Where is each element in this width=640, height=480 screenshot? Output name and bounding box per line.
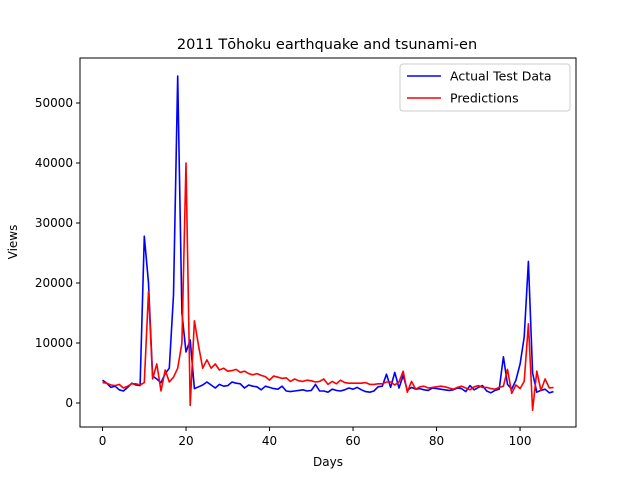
- y-axis: 0 10000 20000 30000 40000 50000: [35, 96, 80, 410]
- x-tick-label: 20: [178, 434, 193, 448]
- legend: Actual Test Data Predictions: [399, 63, 571, 112]
- x-tick-label: 60: [345, 434, 360, 448]
- y-tick-label: 20000: [35, 276, 73, 290]
- y-axis-label: Views: [6, 225, 20, 260]
- y-tick-label: 30000: [35, 216, 73, 230]
- x-axis-label: Days: [313, 455, 343, 469]
- x-axis: 0 20 40 60 80 100: [99, 427, 532, 448]
- series-line-predictions: [102, 162, 554, 412]
- legend-label: Actual Test Data: [450, 69, 552, 84]
- x-tick-label: 40: [262, 434, 277, 448]
- y-tick-label: 10000: [35, 336, 73, 350]
- x-tick-label: 100: [509, 434, 532, 448]
- x-tick-label: 0: [99, 434, 107, 448]
- x-tick-label: 80: [429, 434, 444, 448]
- legend-label: Predictions: [450, 91, 519, 106]
- y-tick-label: 0: [65, 396, 73, 410]
- series-line-actual: [102, 75, 554, 394]
- legend-box: [399, 63, 571, 112]
- plot-lines: [102, 75, 554, 412]
- plot-frame: [79, 57, 577, 428]
- y-tick-label: 40000: [35, 156, 73, 170]
- y-tick-label: 50000: [35, 96, 73, 110]
- chart-title: 2011 Tōhoku earthquake and tsunami-en: [177, 37, 477, 53]
